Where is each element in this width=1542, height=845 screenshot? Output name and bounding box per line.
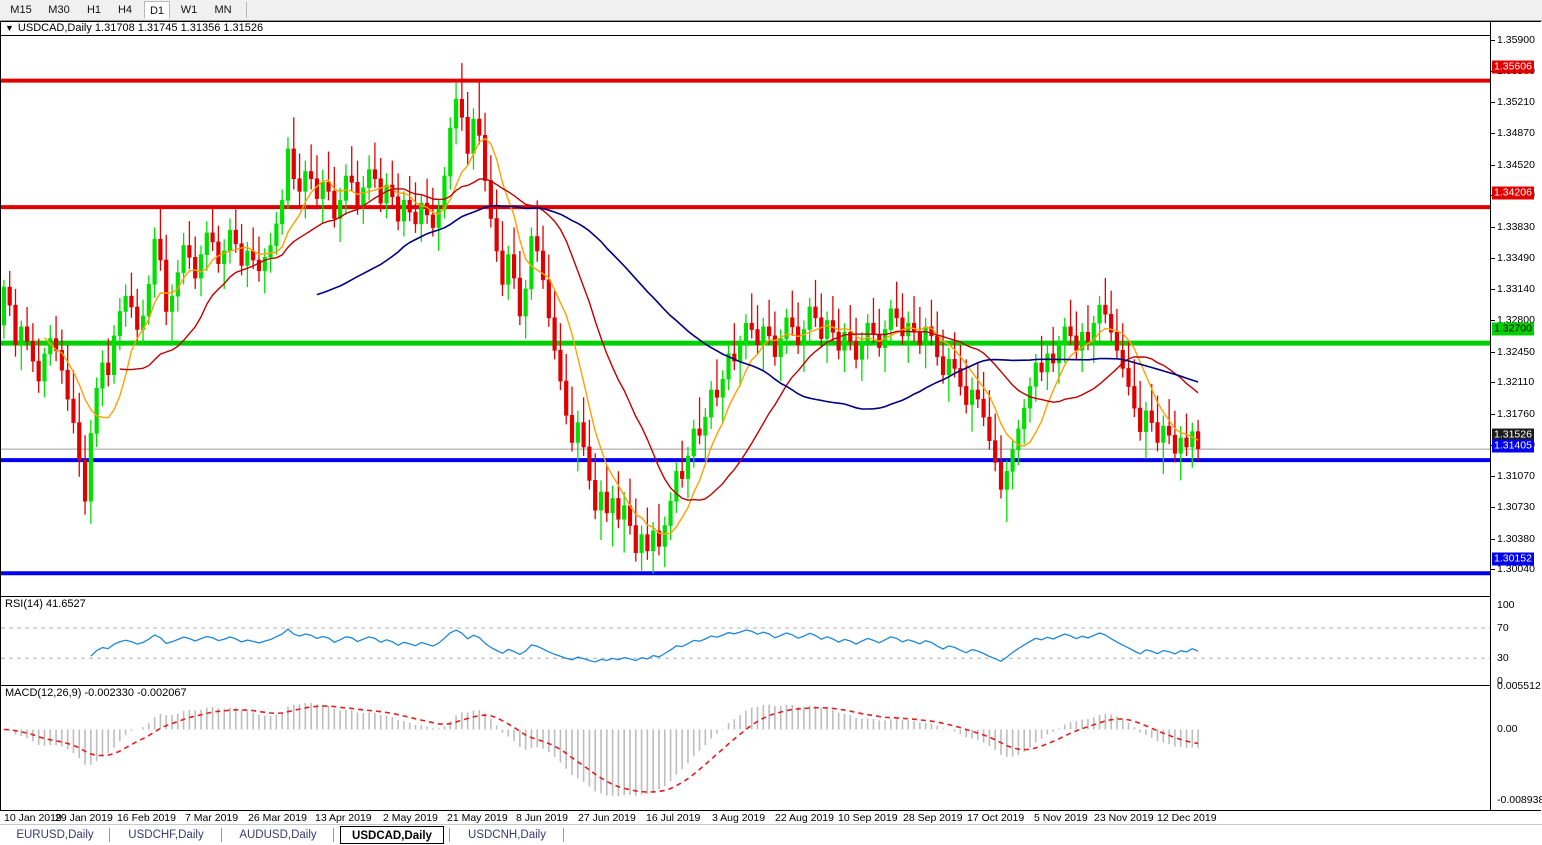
date-tick-label: 21 May 2019 — [447, 812, 508, 824]
chart-tab-usdcad[interactable]: USDCAD,Daily — [340, 826, 444, 844]
timeframe-mn[interactable]: MN — [214, 4, 232, 16]
price-tick — [1491, 476, 1495, 478]
rsi-tick-label: 0 — [1497, 675, 1503, 687]
price-tag-pivot[interactable]: 1.32700 — [1492, 322, 1534, 336]
price-scale[interactable]: 1.359001.355601.352101.348701.345201.341… — [1490, 22, 1542, 810]
tab-divider — [109, 828, 110, 842]
timeframe-m30[interactable]: M30 — [48, 4, 70, 16]
chart-header-text: USDCAD,Daily 1.31708 1.31745 1.31356 1.3… — [17, 22, 264, 34]
price-tick — [1491, 507, 1495, 509]
chart-tab-usdcnh[interactable]: USDCNH,Daily — [468, 829, 546, 841]
date-tick-label: 17 Oct 2019 — [967, 812, 1025, 824]
date-tick-label: 3 Aug 2019 — [712, 812, 766, 824]
price-tick — [1491, 102, 1495, 104]
price-tick-label: 1.35210 — [1497, 96, 1535, 109]
tab-divider — [563, 828, 564, 842]
price-tick — [1491, 382, 1495, 384]
date-tick-label: 23 Nov 2019 — [1094, 812, 1154, 824]
date-tick-label: 26 Mar 2019 — [248, 812, 307, 824]
date-tick-label: 22 Aug 2019 — [775, 812, 834, 824]
rsi-tick-label: 30 — [1497, 652, 1509, 665]
date-tick-label: 28 Sep 2019 — [903, 812, 963, 824]
price-tick-label: 1.34520 — [1497, 158, 1535, 171]
price-tick-label: 1.31070 — [1497, 470, 1535, 483]
price-tag-current[interactable]: 1.31526 — [1492, 428, 1534, 442]
price-tick — [1491, 164, 1495, 166]
price-tick-label: 1.30730 — [1497, 501, 1535, 514]
date-tick-label: 13 Apr 2019 — [315, 812, 372, 824]
timeframe-toolbar: M15 M30 H1 H4 D1 W1 MN — [0, 0, 1542, 21]
date-tick-label: 16 Feb 2019 — [117, 812, 176, 824]
date-tick-label: 12 Dec 2019 — [1157, 812, 1217, 824]
date-tick-label: 29 Jan 2019 — [55, 812, 113, 824]
price-tick-label: 1.32450 — [1497, 345, 1535, 358]
date-tick-label: 8 Jun 2019 — [516, 812, 568, 824]
date-axis: 10 Jan 2019 29 Jan 2019 16 Feb 2019 7 Mar 2… — [0, 812, 1542, 828]
chart-tab-usdchf[interactable]: USDCHF,Daily — [128, 829, 204, 841]
price-tick-label: 1.32110 — [1497, 376, 1535, 389]
date-tick-label: 10 Jan 2019 — [4, 812, 62, 824]
price-tick — [1491, 133, 1495, 135]
price-tag-resistance[interactable]: 1.34206 — [1492, 186, 1534, 200]
price-tag-support[interactable]: 1.31405 — [1492, 439, 1534, 453]
timeframe-d1[interactable]: D1 — [144, 1, 170, 19]
date-tick-label: 2 May 2019 — [383, 812, 438, 824]
price-tick — [1491, 351, 1495, 353]
macd-tick-label: 0.00 — [1497, 723, 1518, 736]
chart-tab-audusd[interactable]: AUDUSD,Daily — [239, 829, 317, 841]
chart-tab-eurusd[interactable]: EURUSD,Daily — [16, 829, 94, 841]
price-tick-label: 1.33490 — [1497, 251, 1535, 264]
toolbar-divider — [246, 2, 247, 18]
macd-label: MACD(12,26,9) -0.002330 -0.002067 — [5, 687, 187, 699]
price-tick-label: 1.30040 — [1497, 563, 1535, 576]
price-tick-label: 1.34870 — [1497, 127, 1535, 140]
price-tag-resistance[interactable]: 1.35606 — [1492, 60, 1534, 74]
date-tick-label: 27 Jun 2019 — [578, 812, 636, 824]
tab-divider — [221, 828, 222, 842]
price-tick-label: 1.33140 — [1497, 283, 1535, 296]
price-tick — [1491, 414, 1495, 415]
chart-header: ▼ USDCAD,Daily 1.31708 1.31745 1.31356 1.… — [1, 22, 1490, 36]
date-tick-label: 10 Sep 2019 — [838, 812, 898, 824]
rsi-tick-label: 70 — [1497, 622, 1509, 635]
price-tick — [1491, 569, 1495, 571]
price-tick — [1491, 538, 1495, 540]
macd-tick-label: 0.005512 — [1497, 680, 1541, 692]
macd-tick-label: -0.008938 — [1497, 794, 1542, 806]
price-tick-label: 1.30380 — [1497, 532, 1535, 545]
chart-tab-bar: EURUSD,Daily USDCHF,Daily AUDUSD,Daily USDC… — [0, 824, 1542, 844]
price-plot — [1, 63, 1490, 576]
price-tick — [1491, 289, 1495, 291]
price-tick-label: 1.33830 — [1497, 221, 1535, 234]
chart-frame: ▼ USDCAD,Daily 1.31708 1.31745 1.31356 1.… — [0, 21, 1542, 811]
date-tick-label: 7 Mar 2019 — [185, 812, 239, 824]
timeframe-h4[interactable]: H4 — [117, 4, 133, 16]
price-tick — [1491, 40, 1495, 42]
date-tick-label: 16 Jul 2019 — [646, 812, 701, 824]
chart-collapse-icon[interactable]: ▼ — [5, 23, 14, 33]
chart-panes: RSI(14) 41.6527 MACD(12,26,9) -0.002330 … — [1, 36, 1490, 800]
macd-pane[interactable]: MACD(12,26,9) -0.002330 -0.002067 — [1, 686, 1490, 800]
timeframe-m15[interactable]: M15 — [10, 4, 32, 16]
price-tick — [1491, 320, 1495, 322]
timeframe-h1[interactable]: H1 — [86, 4, 102, 16]
rsi-label: RSI(14) 41.6527 — [5, 598, 86, 610]
tab-divider — [449, 828, 450, 842]
price-tag-support[interactable]: 1.30152 — [1492, 552, 1534, 566]
timeframe-w1[interactable]: W1 — [180, 4, 198, 16]
price-tick — [1491, 227, 1495, 229]
tab-divider — [333, 828, 334, 842]
date-tick-label: 5 Nov 2019 — [1034, 812, 1088, 824]
price-tick-label: 1.35900 — [1497, 34, 1535, 47]
macd-plot — [3, 702, 1199, 797]
price-pane[interactable] — [1, 36, 1490, 597]
rsi-plot — [1, 627, 1490, 663]
price-tick-label: 1.31760 — [1497, 408, 1535, 420]
price-tick — [1491, 257, 1495, 259]
rsi-pane[interactable]: RSI(14) 41.6527 — [1, 597, 1490, 686]
rsi-tick-label: 100 — [1497, 599, 1515, 612]
